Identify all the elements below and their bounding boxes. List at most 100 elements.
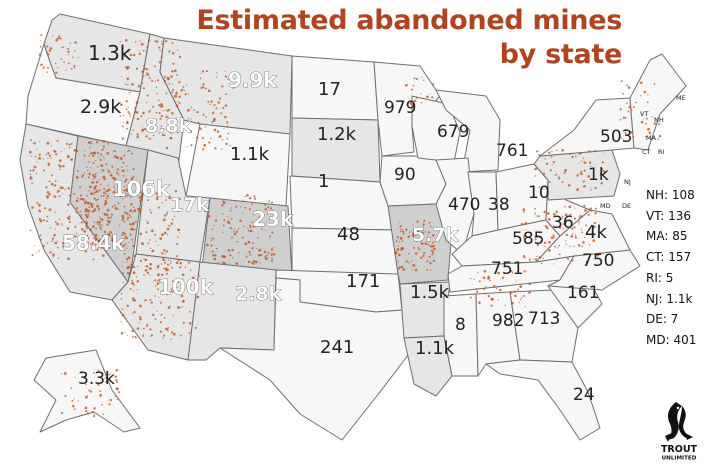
mine-dot — [546, 226, 549, 230]
mine-dot — [100, 168, 102, 171]
state-label-ks: 48 — [337, 224, 360, 245]
mine-dot — [59, 165, 62, 168]
small-state-abbr-md: MD — [600, 202, 611, 210]
mine-dot — [115, 192, 118, 195]
mine-dot — [548, 151, 551, 154]
mine-dot — [88, 155, 90, 157]
mine-dot — [51, 35, 54, 37]
mine-dot — [224, 104, 228, 107]
mine-dot — [48, 193, 51, 196]
mine-dot — [88, 241, 90, 244]
mine-dot — [131, 182, 133, 184]
mine-dot — [134, 106, 137, 109]
mine-dot — [209, 103, 211, 106]
mine-dot — [118, 224, 121, 227]
mine-dot — [119, 190, 122, 193]
mine-dot — [59, 37, 62, 40]
mine-dot — [126, 218, 129, 221]
mine-dot — [163, 214, 167, 217]
mine-dot — [593, 149, 597, 153]
mine-dot — [166, 263, 169, 266]
mine-dot — [490, 304, 493, 307]
mine-dot — [98, 221, 101, 224]
mine-dot — [222, 139, 224, 141]
mine-dot — [540, 240, 542, 243]
mine-dot — [175, 290, 179, 293]
mine-dot — [171, 42, 174, 44]
mine-dot — [140, 212, 142, 214]
mine-dot — [93, 191, 97, 194]
mine-dot — [215, 247, 218, 250]
mine-dot — [430, 244, 434, 248]
mine-dot — [105, 376, 108, 380]
mine-dot — [56, 67, 59, 69]
mine-dot — [30, 155, 32, 157]
mine-dot — [187, 108, 190, 112]
mine-dot — [147, 242, 150, 244]
mine-dot — [139, 259, 143, 263]
mine-dot — [66, 216, 69, 219]
mine-dot — [155, 111, 158, 114]
mine-dot — [73, 148, 77, 152]
map-title-line-1: Estimated abandoned mines — [196, 5, 622, 36]
mine-dot — [428, 255, 431, 258]
mine-dot — [119, 242, 122, 246]
mine-dot — [179, 266, 182, 269]
mine-dot — [171, 52, 175, 55]
state-label-mi: 761 — [496, 141, 528, 161]
mine-dot — [129, 196, 132, 198]
mine-dot — [412, 264, 416, 267]
mine-dot — [217, 262, 219, 264]
mine-dot — [125, 108, 128, 110]
mine-dot — [132, 271, 136, 275]
mine-dot — [138, 196, 142, 199]
mine-dot — [69, 42, 72, 44]
mine-dot — [237, 228, 240, 230]
mine-dot — [165, 199, 167, 201]
mine-dot — [123, 175, 125, 177]
mine-dot — [227, 220, 230, 224]
mine-dot — [167, 78, 170, 81]
mine-dot — [229, 226, 232, 230]
mine-dot — [213, 224, 215, 227]
mine-dot — [515, 280, 517, 282]
mine-dot — [423, 223, 425, 226]
mine-dot — [130, 263, 133, 266]
mine-dot — [128, 112, 131, 115]
mine-dot — [66, 210, 68, 212]
mine-dot — [78, 223, 80, 225]
mine-dot — [422, 226, 424, 228]
mine-dot — [509, 291, 513, 294]
mine-dot — [125, 236, 128, 240]
mine-dot — [114, 375, 117, 378]
mine-dot — [115, 379, 118, 382]
mine-dot — [202, 83, 205, 86]
mine-dot — [188, 261, 191, 264]
mine-dot — [164, 253, 166, 255]
mine-dot — [169, 108, 171, 110]
state-label-id: 8.8k — [145, 115, 192, 137]
mine-dot — [161, 289, 165, 293]
mine-dot — [592, 239, 596, 242]
mine-dot — [148, 138, 150, 140]
mine-dot — [127, 169, 129, 171]
mine-dot — [398, 266, 401, 269]
mine-dot — [130, 189, 132, 191]
mine-dot — [658, 134, 662, 138]
mine-dot — [217, 136, 220, 139]
mine-dot — [478, 280, 481, 283]
state-shape-ga — [509, 289, 579, 363]
mine-dot — [524, 222, 527, 225]
mine-dot — [142, 87, 145, 90]
mine-dot — [146, 323, 149, 326]
mine-dot — [102, 145, 106, 148]
mine-dot — [130, 202, 133, 206]
mine-dot — [106, 223, 109, 226]
mine-dot — [412, 233, 414, 234]
legend-item-de: DE: 7 — [646, 312, 679, 327]
mine-dot — [97, 383, 100, 386]
mine-dot — [123, 54, 126, 57]
mine-dot — [555, 260, 557, 262]
mine-dot — [146, 72, 149, 76]
mine-dot — [88, 189, 90, 192]
